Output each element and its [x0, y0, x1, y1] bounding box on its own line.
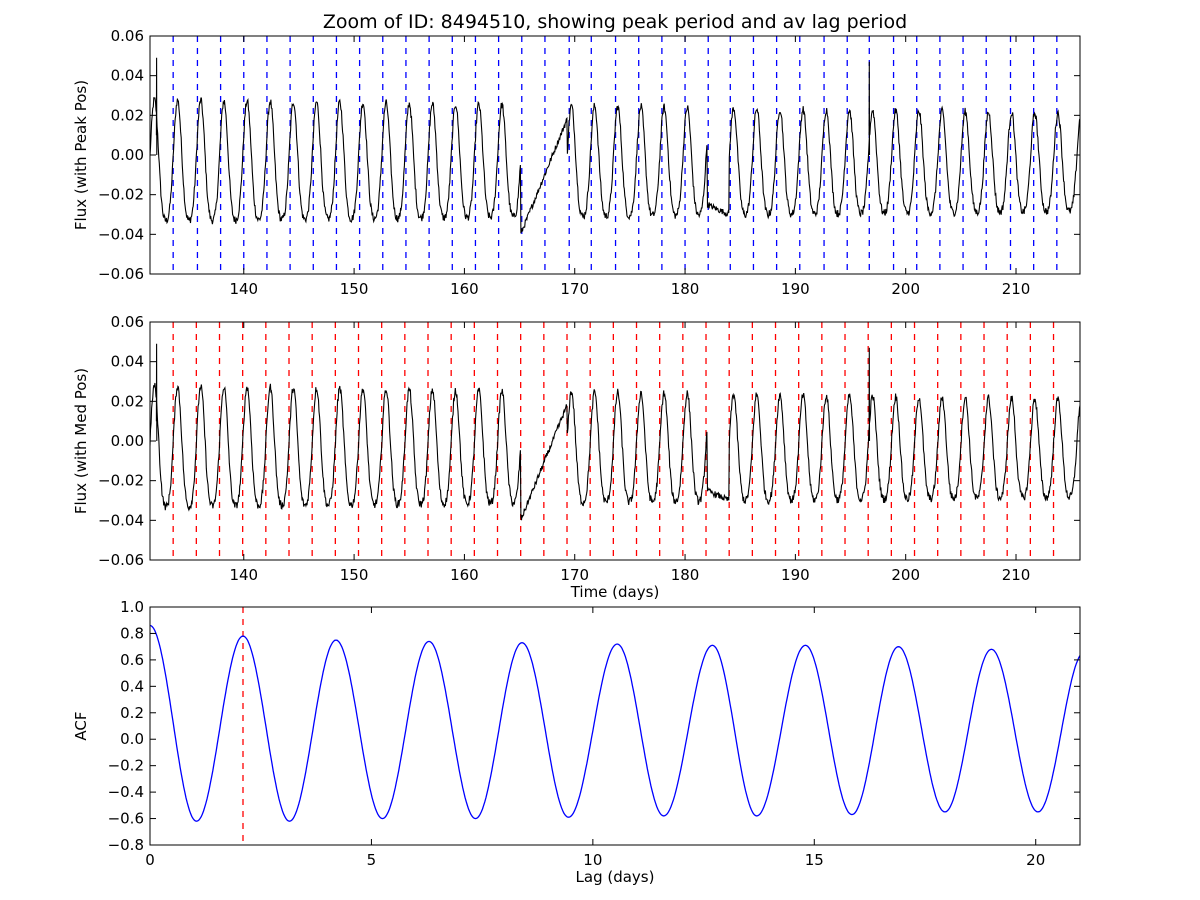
- y-tick-label: −0.4: [108, 783, 144, 801]
- y-tick-label: 0.6: [120, 651, 144, 669]
- y-axis-label: Flux (with Peak Pos): [72, 80, 90, 230]
- y-axis-label: Flux (with Med Pos): [72, 368, 90, 514]
- x-tick-label: 0: [145, 851, 155, 869]
- y-tick-label: −0.02: [98, 186, 144, 204]
- x-tick-label: 20: [1026, 851, 1045, 869]
- y-tick-label: 0.04: [111, 353, 144, 371]
- x-tick-label: 200: [891, 280, 920, 298]
- x-tick-label: 10: [583, 851, 602, 869]
- plot-area: [150, 36, 1080, 274]
- y-axis-label: ACF: [72, 711, 90, 740]
- panel-1: 140 150 160 170 180 190 200 210 −0.06 −0.04 −0.02 0…: [72, 27, 1081, 298]
- y-tick-label: 0.8: [120, 624, 144, 642]
- x-tick-label: 210: [1002, 280, 1031, 298]
- y-tick-label: 0.2: [120, 704, 144, 722]
- flux-series: [150, 57, 1080, 234]
- figure-title: Zoom of ID: 8494510, showing peak period…: [323, 11, 907, 33]
- y-tick-label: 0.0: [120, 730, 144, 748]
- x-axis-label: Time (days): [570, 583, 660, 601]
- y-tick-label: −0.2: [108, 757, 144, 775]
- x-tick-label: 150: [340, 280, 369, 298]
- y-tick-label: 0.06: [111, 27, 144, 45]
- y-tick-label: −0.06: [98, 551, 144, 569]
- y-tick-label: 0.02: [111, 106, 144, 124]
- y-tick-label: −0.06: [98, 265, 144, 283]
- x-tick-label: 140: [229, 280, 258, 298]
- y-tick-label: 0.00: [111, 432, 144, 450]
- x-tick-label: 180: [671, 280, 700, 298]
- axes-frame: [149, 606, 1081, 846]
- x-tick-label: 150: [340, 566, 369, 584]
- y-tick-label: 0.02: [111, 392, 144, 410]
- x-tick-label: 180: [671, 566, 700, 584]
- x-tick-label: 160: [450, 566, 479, 584]
- y-tick-label: 0.4: [120, 677, 144, 695]
- plot-area: [150, 607, 1080, 845]
- y-tick-label: 0.04: [111, 67, 144, 85]
- x-tick-label: 140: [229, 566, 258, 584]
- y-tick-label: −0.04: [98, 225, 144, 243]
- flux-series: [150, 343, 1080, 521]
- x-tick-label: 170: [560, 280, 589, 298]
- y-tick-label: 0.06: [111, 313, 144, 331]
- y-tick-label: −0.6: [108, 810, 144, 828]
- panel-2: 140 150 160 170 180 190 200 210 −0.06 −0.04 −0.02 0…: [72, 313, 1081, 601]
- x-tick-label: 200: [891, 566, 920, 584]
- x-tick-label: 160: [450, 280, 479, 298]
- y-tick-label: −0.02: [98, 472, 144, 490]
- panels: 140 150 160 170 180 190 200 210−0.06−0.04−0.020…: [72, 27, 1081, 886]
- panel-3: 0 5 10 15 20 −0.8 −0.6 −0.4 −0.2 0.0 0.2 0.4 0.6 0.8 1…: [72, 598, 1081, 886]
- x-tick-label: 190: [781, 566, 810, 584]
- y-tick-label: −0.8: [108, 836, 144, 854]
- y-tick-label: 0.00: [111, 146, 144, 164]
- plot-area: [150, 322, 1080, 560]
- x-tick-label: 5: [367, 851, 377, 869]
- x-tick-label: 190: [781, 280, 810, 298]
- y-tick-label: 1.0: [120, 598, 144, 616]
- x-tick-label: 170: [560, 566, 589, 584]
- x-tick-label: 15: [805, 851, 824, 869]
- y-tick-label: −0.04: [98, 511, 144, 529]
- x-tick-label: 210: [1002, 566, 1031, 584]
- acf-series: [150, 624, 1080, 822]
- x-axis-label: Lag (days): [576, 868, 655, 886]
